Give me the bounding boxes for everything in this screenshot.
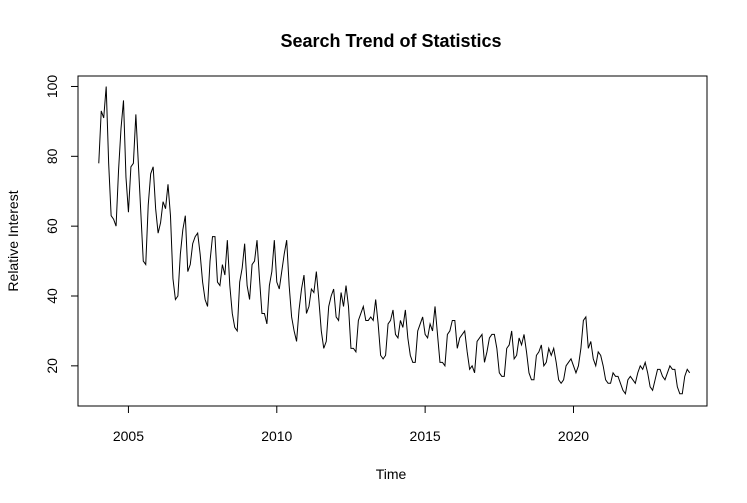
- plot-area-box: [77, 75, 708, 407]
- y-axis: 20 40 60 80 100: [44, 75, 79, 374]
- series-line: [98, 86, 691, 396]
- y-tick-label: 40: [44, 288, 60, 304]
- x-axis: 2005 2010 2015 2020: [113, 405, 589, 444]
- chart-title: Search Trend of Statistics: [280, 31, 501, 51]
- y-tick-label: 80: [44, 148, 60, 164]
- x-tick-label: 2020: [558, 428, 589, 444]
- x-tick-label: 2015: [410, 428, 441, 444]
- y-tick-label: 60: [44, 218, 60, 234]
- x-axis-label: Time: [376, 466, 407, 482]
- x-tick-label: 2005: [113, 428, 144, 444]
- x-tick-label: 2010: [261, 428, 292, 444]
- y-axis-label: Relative Interest: [5, 190, 21, 291]
- y-tick-label: 20: [44, 358, 60, 374]
- y-tick-label: 100: [44, 75, 60, 99]
